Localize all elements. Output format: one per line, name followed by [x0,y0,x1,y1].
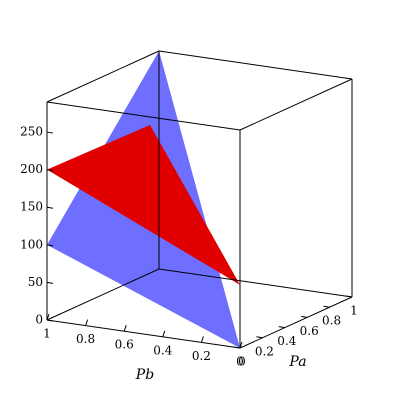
x-tick [123,325,127,332]
z-tick [46,206,54,209]
y-tick [256,336,263,339]
x-tick-label: 0.8 [76,332,95,346]
x-tick [162,330,166,337]
y-axis-label: Pa [288,354,306,370]
box-edge [46,101,241,131]
box-edge [239,78,353,131]
z-tick-label: 150 [20,200,43,214]
y-tick [233,346,241,349]
box-edge [46,268,160,321]
z-tick [46,131,54,134]
box-edge [158,268,353,298]
x-tick-label: 1 [43,327,51,341]
x-tick [46,313,50,321]
z-tick-label: 0 [35,313,43,327]
x-tick-label: 0.6 [115,338,134,352]
y-tick-label: 0.2 [255,344,274,358]
y-tick-label: 0.4 [277,334,296,348]
y-tick-label: 0.8 [322,314,341,328]
box-edge [158,50,353,80]
x-tick [200,336,204,343]
x-tick-label: 0.2 [192,349,211,363]
x-axis-label: Pb [135,367,154,383]
y-tick [345,295,353,298]
z-tick [46,319,54,322]
z-tick [46,169,54,172]
z-tick [46,281,54,284]
y-tick-label: 1 [350,304,358,318]
y-tick [323,305,330,308]
z-tick [46,244,54,247]
x-tick [85,319,89,326]
y-tick-label: 0.6 [300,324,319,338]
y-tick-label: 0 [238,355,246,369]
x-tick [239,341,243,349]
x-tick-label: 0 [236,355,244,369]
box-edge [46,50,160,103]
y-tick [278,326,285,329]
z-tick-label: 100 [20,237,43,251]
box-edge [239,296,353,349]
z-tick-label: 250 [20,125,43,139]
z-tick-label: 50 [28,275,43,289]
y-tick [301,315,308,318]
surface [47,124,240,285]
z-tick-label: 200 [20,162,43,176]
box-edge [46,319,241,349]
x-tick-label: 0.4 [153,343,172,357]
